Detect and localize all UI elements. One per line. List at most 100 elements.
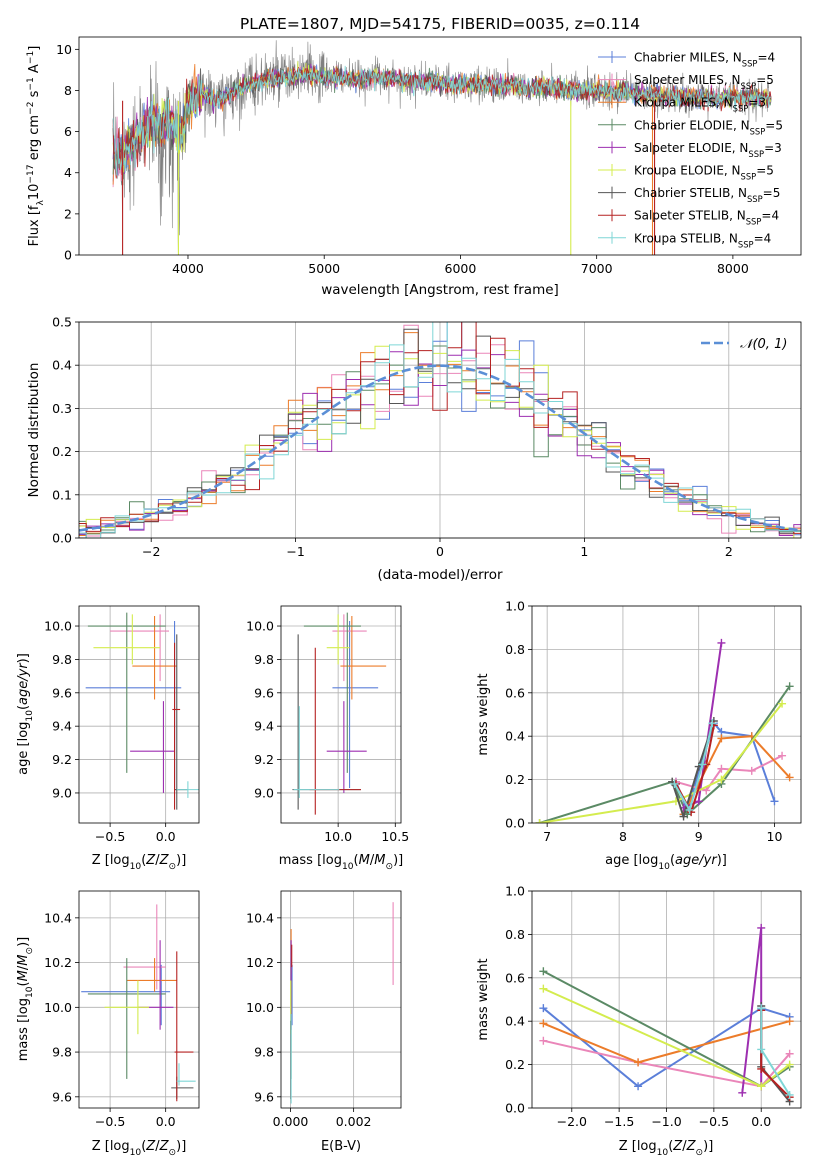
y-tick-label: 0.2: [505, 772, 525, 787]
weight-marker: [747, 766, 756, 775]
axes-frame: [280, 605, 402, 824]
x-tick-label: 8: [619, 829, 627, 844]
weight_vs_Z-panel: −2.0 −1.5 −1.0 −0.5 0.0 0.0 0.2 0.4 0.6 0.8 1.0 mas…: [476, 884, 802, 1158]
weight-line-kroupa-stelib: [673, 722, 714, 813]
weight-marker: [539, 984, 548, 993]
axes-frame: [280, 890, 402, 1109]
y-tick-label: 0.2: [52, 444, 72, 459]
axes: −0.5 0.0 9.6 9.8 10.0 10.2 10.4: [44, 910, 175, 1129]
weight-marker: [634, 1058, 643, 1067]
weight-marker: [535, 819, 544, 823]
y-tick-label: 0.6: [505, 970, 525, 985]
weight-marker: [708, 719, 717, 728]
y-tick-label: 10.4: [44, 910, 72, 925]
weight-marker: [717, 734, 726, 743]
weight_vs_age-panel: 7 8 9 10 0.0 0.2 0.4 0.6 0.8 1.0 mass weight age [l…: [476, 599, 802, 872]
axes: 10.0 10.5 9.0 9.2 9.4 9.6 9.8 10.0: [246, 619, 409, 844]
y-tick-label: 0.4: [505, 1014, 525, 1029]
legend-label: Chabrier ELODIE, NSSP=5: [634, 118, 783, 136]
x-tick-label: 0.000: [273, 1114, 309, 1129]
plot-area: [112, 40, 772, 255]
axes-frame: [531, 605, 802, 824]
weight-marker: [778, 751, 787, 760]
axes: −0.5 0.0 9.0 9.2 9.4 9.6 9.8 10.0: [44, 619, 175, 844]
weight-marker: [685, 805, 694, 814]
weight-marker: [785, 1049, 794, 1058]
legend-label: Salpeter STELIB, NSSP=4: [634, 209, 779, 227]
x-tick-label: 6000: [445, 261, 477, 276]
x-tick-label: −2: [142, 544, 160, 559]
weight-marker: [694, 797, 703, 806]
x-tick-label: −0.5: [699, 1114, 729, 1129]
x-axis-label: mass [log10(M/M⊙)]: [279, 853, 403, 872]
y-tick-label: 0.8: [505, 642, 525, 657]
y-tick-label: 9.4: [52, 719, 72, 734]
y-tick-label: 9.2: [52, 752, 72, 767]
legend-label: 𝒩(0, 1): [740, 337, 787, 352]
y-axis-label: mass [log10(M/M⊙)]: [16, 937, 35, 1061]
weight-marker: [698, 760, 707, 769]
residuals-panel: −2 −1 0 1 2 0.0 0.1 0.2 0.3 0.4 0.5 (data-model)/er…: [26, 315, 802, 583]
y-tick-label: 9.6: [52, 1089, 72, 1104]
x-tick-label: 1: [580, 544, 588, 559]
y-tick-label: 0.4: [52, 358, 72, 373]
weight-marker: [770, 797, 779, 806]
residual-histogram-kroupa-stelib: [79, 322, 801, 538]
mass_vs_Z-panel: −0.5 0.0 9.6 9.8 10.0 10.2 10.4 Z [log10(Z/Z⊙)]…: [16, 890, 200, 1158]
weight-marker: [717, 638, 726, 647]
legend-label: Kroupa STELIB, NSSP=4: [634, 231, 771, 249]
weight-marker: [670, 779, 679, 788]
y-tick-label: 9.8: [254, 652, 274, 667]
y-tick-label: 8: [64, 83, 72, 98]
axes: 4000 5000 6000 7000 8000 0 2 4 6 8 10: [56, 42, 749, 276]
y-tick-label: 10.0: [246, 1000, 274, 1015]
x-tick-label: 4000: [172, 261, 204, 276]
x-tick-label: 10: [767, 829, 783, 844]
weight-line-salpeter-miles: [543, 1039, 791, 1088]
weight-marker: [757, 1045, 766, 1054]
weight-marker: [757, 1004, 766, 1013]
legend-label: Kroupa ELODIE, NSSP=5: [634, 164, 774, 182]
y-tick-label: 10.4: [246, 910, 274, 925]
legend-label: Salpeter ELODIE, NSSP=3: [634, 141, 782, 159]
x-tick-label: 10.5: [381, 829, 409, 844]
x-tick-label: 0.0: [751, 1114, 771, 1129]
x-axis-label: age [log10(age/yr)]: [605, 853, 727, 872]
y-tick-label: 0.2: [505, 1057, 525, 1072]
chart-title: PLATE=1807, MJD=54175, FIBERID=0035, z=0…: [240, 15, 640, 33]
weight-marker: [785, 1017, 794, 1026]
x-axis-label: wavelength [Angstrom, rest frame]: [321, 282, 559, 298]
weight-marker: [539, 1036, 548, 1045]
residual-histogram-chabrier-stelib: [79, 328, 801, 538]
x-axis-label: E(B-V): [321, 1139, 361, 1154]
weight-marker: [757, 1064, 766, 1073]
axes-frame: [78, 605, 200, 824]
plot-area: [79, 322, 801, 538]
y-tick-label: 0.5: [52, 315, 72, 330]
y-tick-label: 6: [64, 124, 72, 139]
x-tick-label: −1.0: [651, 1114, 681, 1129]
x-tick-label: −1: [286, 544, 304, 559]
y-tick-label: 10.0: [44, 1000, 72, 1015]
x-tick-label: −2.0: [557, 1114, 587, 1129]
x-axis-label: (data-model)/error: [377, 567, 503, 583]
y-tick-label: 9.4: [254, 719, 274, 734]
weight-line-chabrier-miles: [675, 721, 776, 814]
y-tick-label: 4: [64, 165, 72, 180]
plot-area: [292, 612, 387, 815]
weight-marker: [785, 773, 794, 782]
y-axis-label: Flux [fλ10−17 erg cm−2 s−1 A−1]: [26, 46, 46, 247]
legend-label: Salpeter MILES, NSSP=5: [634, 73, 774, 91]
weight-marker: [778, 699, 787, 708]
x-tick-label: 9: [695, 829, 703, 844]
x-tick-label: 7000: [581, 261, 613, 276]
y-axis-label: mass weight: [476, 958, 491, 1040]
y-tick-label: 1.0: [505, 884, 525, 899]
weight-marker: [717, 775, 726, 784]
weight-line-chabrier-stelib: [671, 720, 715, 820]
spectrum-panel: 4000 5000 6000 7000 8000 0 2 4 6 8 10 PLATE=1807, M…: [26, 15, 802, 298]
y-tick-label: 2: [64, 206, 72, 221]
y-tick-label: 10.0: [246, 619, 274, 634]
axes-frame: [78, 36, 802, 256]
weight-marker: [679, 812, 688, 821]
